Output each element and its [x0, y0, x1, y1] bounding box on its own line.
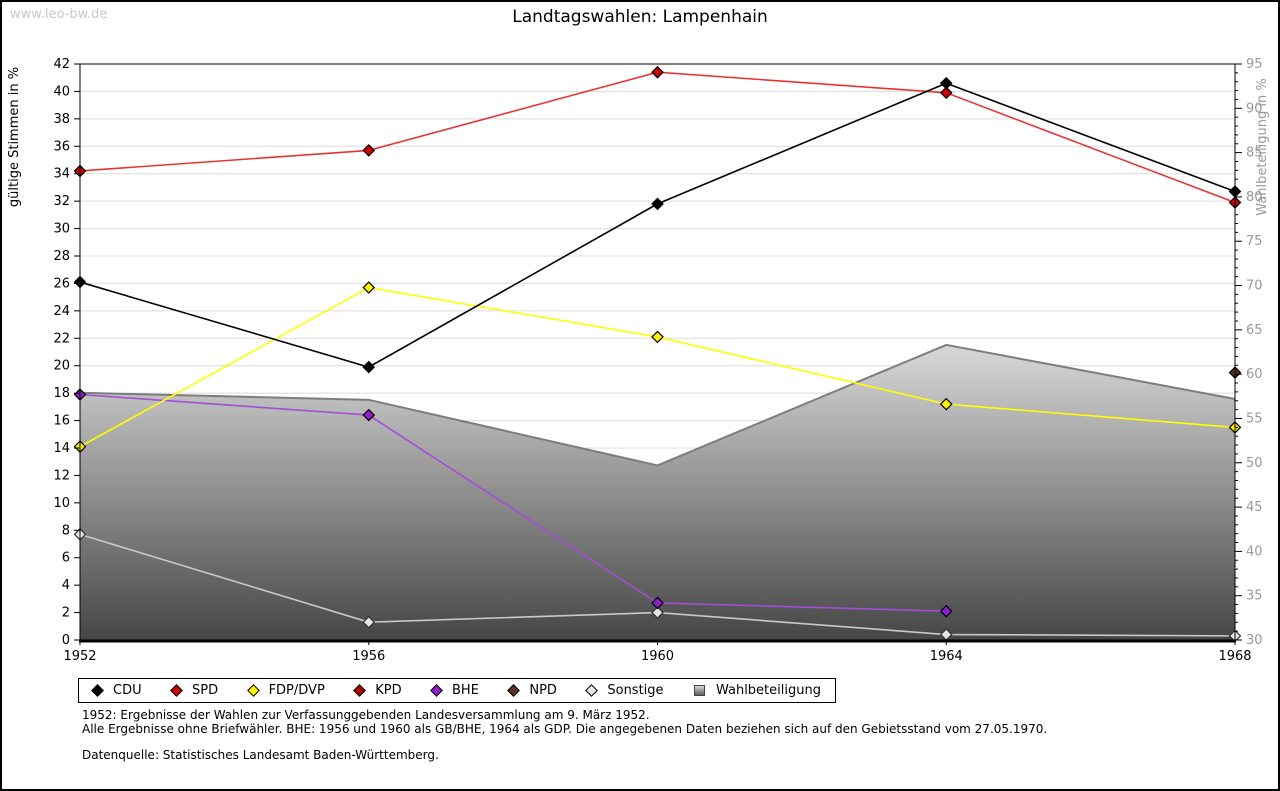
svg-text:1960: 1960 — [641, 649, 674, 664]
svg-text:12: 12 — [53, 468, 70, 483]
svg-text:55: 55 — [1246, 411, 1263, 426]
legend-label: CDU — [113, 683, 142, 698]
svg-text:30: 30 — [53, 222, 70, 237]
legend-diamond-swatch — [246, 684, 260, 697]
svg-text:16: 16 — [53, 414, 70, 429]
data-point-marker — [651, 606, 664, 619]
data-source: Datenquelle: Statistisches Landesamt Bad… — [82, 748, 439, 762]
series-fdp-dvp — [73, 281, 1242, 453]
svg-text:38: 38 — [53, 112, 70, 127]
right-axis-title: Wahlbeteiligung in % — [1255, 78, 1270, 215]
svg-text:22: 22 — [53, 331, 70, 346]
series-wahlbeteiligung-area — [79, 343, 1236, 640]
data-point-marker — [939, 86, 953, 100]
svg-text:32: 32 — [53, 194, 70, 209]
legend-diamond-swatch — [430, 684, 443, 697]
svg-text:0: 0 — [62, 633, 70, 648]
legend-item-sonstige: Sonstige — [585, 683, 664, 698]
legend-label: KPD — [375, 683, 402, 698]
svg-text:1956: 1956 — [352, 649, 385, 664]
legend-diamond-swatch — [170, 684, 183, 697]
svg-text:70: 70 — [1246, 279, 1263, 294]
legend-item-wahlbeteiligung: Wahlbeteiligung — [693, 683, 821, 698]
svg-text:36: 36 — [53, 139, 70, 154]
legend-label: Wahlbeteiligung — [715, 683, 821, 698]
data-point-marker — [362, 360, 376, 374]
legend-diamond-swatch — [507, 684, 521, 697]
legend-item-spd: SPD — [170, 683, 219, 698]
data-point-marker — [362, 615, 376, 629]
svg-text:90: 90 — [1246, 101, 1263, 116]
footnote-line-2: Alle Ergebnisse ohne Briefwähler. BHE: 1… — [82, 722, 1048, 736]
data-point-marker — [939, 397, 953, 411]
legend: CDU SPD FDP/DVP KPD BHE NPD Sonstige Wahlbeteil… — [78, 678, 836, 703]
svg-text:2: 2 — [62, 606, 70, 621]
legend-square-swatch — [693, 685, 705, 696]
svg-text:8: 8 — [62, 523, 70, 538]
left-axis-title: gültige Stimmen in % — [7, 67, 22, 207]
data-point-marker — [939, 604, 953, 618]
data-point-marker — [651, 330, 664, 344]
svg-text:1964: 1964 — [930, 649, 963, 664]
watermark: www.leo-bw.de — [10, 7, 108, 22]
svg-text:1952: 1952 — [63, 649, 96, 664]
data-point-marker — [362, 408, 376, 422]
svg-text:10: 10 — [53, 496, 70, 511]
legend-diamond-swatch — [91, 684, 104, 697]
svg-text:35: 35 — [1246, 589, 1263, 604]
legend-item-fdp-dvp: FDP/DVP — [246, 683, 325, 698]
series-cdu — [73, 76, 1242, 374]
svg-text:80: 80 — [1246, 190, 1263, 205]
series-spd — [73, 65, 1242, 209]
legend-item-bhe: BHE — [430, 683, 479, 698]
footnotes: 1952: Ergebnisse der Wahlen zur Verfassu… — [82, 708, 1222, 762]
svg-text:6: 6 — [62, 551, 70, 566]
legend-diamond-swatch — [353, 684, 367, 697]
data-point-marker — [651, 596, 664, 610]
data-point-marker — [362, 144, 376, 157]
legend-item-npd: NPD — [507, 683, 557, 698]
legend-label: NPD — [529, 683, 557, 698]
legend-label: Sonstige — [607, 683, 664, 698]
svg-text:4: 4 — [62, 578, 70, 593]
svg-text:65: 65 — [1246, 323, 1263, 338]
data-point-marker — [939, 76, 953, 90]
x-axis-ticks: 1952 1956 1960 1964 1968 — [63, 640, 1252, 664]
legend-label: FDP/DVP — [268, 683, 325, 698]
legend-label: BHE — [452, 683, 479, 698]
footnote-line-1: 1952: Ergebnisse der Wahlen zur Verfassu… — [82, 708, 650, 722]
data-point-marker — [651, 197, 664, 211]
legend-item-kpd: KPD — [353, 683, 402, 698]
svg-text:18: 18 — [53, 386, 70, 401]
svg-text:24: 24 — [53, 304, 70, 319]
data-point-marker — [651, 65, 664, 79]
legend-item-cdu: CDU — [91, 683, 142, 698]
page-title: Landtagswahlen: Lampenhain — [512, 7, 768, 27]
right-axis-ticks: 30 35 40 45 50 55 60 65 70 75 80 85 90 95 — [1235, 57, 1263, 648]
svg-text:14: 14 — [53, 441, 70, 456]
svg-text:20: 20 — [53, 359, 70, 374]
svg-text:34: 34 — [53, 167, 70, 182]
data-point-marker — [362, 281, 376, 294]
series-bhe — [73, 388, 953, 618]
legend-label: SPD — [192, 683, 219, 698]
svg-text:30: 30 — [1246, 633, 1263, 648]
svg-text:40: 40 — [1246, 544, 1263, 559]
svg-text:75: 75 — [1246, 234, 1263, 249]
svg-text:28: 28 — [53, 249, 70, 264]
svg-text:40: 40 — [53, 84, 70, 99]
legend-diamond-swatch — [585, 684, 599, 697]
svg-text:1968: 1968 — [1218, 649, 1251, 664]
svg-text:60: 60 — [1246, 367, 1263, 382]
svg-text:85: 85 — [1246, 146, 1263, 161]
svg-text:26: 26 — [53, 276, 70, 291]
svg-text:45: 45 — [1246, 500, 1263, 515]
svg-text:42: 42 — [53, 57, 70, 72]
svg-text:95: 95 — [1246, 57, 1263, 72]
svg-text:50: 50 — [1246, 456, 1263, 471]
